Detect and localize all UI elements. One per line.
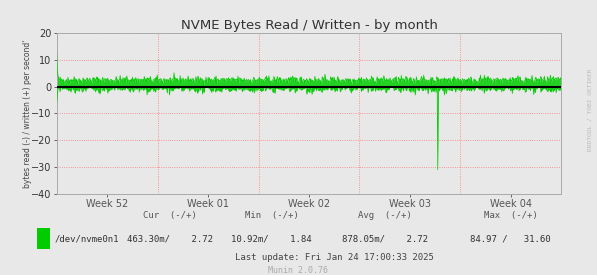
Text: 463.30m/    2.72: 463.30m/ 2.72 bbox=[127, 235, 213, 244]
Text: 10.92m/    1.84: 10.92m/ 1.84 bbox=[231, 235, 312, 244]
Text: Munin 2.0.76: Munin 2.0.76 bbox=[269, 266, 328, 275]
Title: NVME Bytes Read / Written - by month: NVME Bytes Read / Written - by month bbox=[180, 19, 438, 32]
Text: Last update: Fri Jan 24 17:00:33 2025: Last update: Fri Jan 24 17:00:33 2025 bbox=[235, 253, 434, 262]
Text: Max  (-/+): Max (-/+) bbox=[484, 211, 537, 220]
Text: /dev/nvme0n1: /dev/nvme0n1 bbox=[55, 235, 119, 244]
Text: 84.97 /   31.60: 84.97 / 31.60 bbox=[470, 235, 551, 244]
Y-axis label: bytes read (-) / written (+) per second': bytes read (-) / written (+) per second' bbox=[23, 39, 32, 188]
Text: Cur  (-/+): Cur (-/+) bbox=[143, 211, 197, 220]
Text: RRDTOOL / TOBI OETIKER: RRDTOOL / TOBI OETIKER bbox=[587, 69, 592, 151]
Text: 878.05m/    2.72: 878.05m/ 2.72 bbox=[342, 235, 428, 244]
Text: Min  (-/+): Min (-/+) bbox=[245, 211, 298, 220]
Text: Avg  (-/+): Avg (-/+) bbox=[358, 211, 412, 220]
